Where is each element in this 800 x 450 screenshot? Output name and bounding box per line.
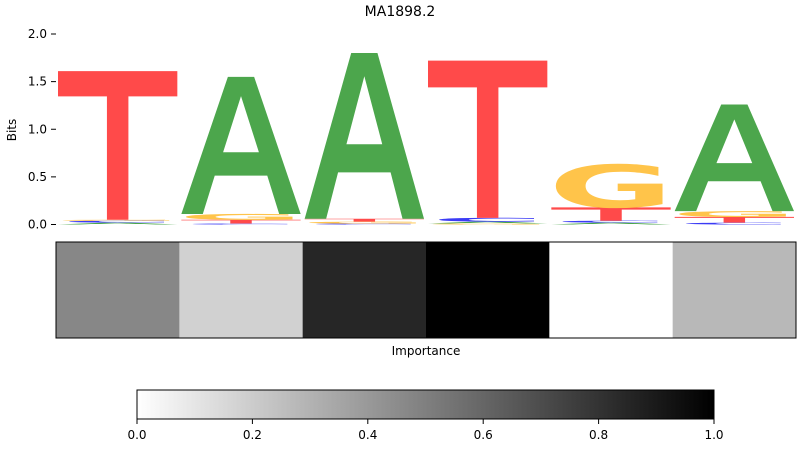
y-tick-label: 1.0	[28, 122, 47, 136]
logo-letter-g-pos6: G	[672, 210, 798, 219]
logo-letter-t-pos5	[551, 207, 671, 221]
colorbar-gradient	[136, 389, 715, 420]
logo-letter-a-pos2	[181, 76, 301, 215]
importance-cell-6	[672, 242, 797, 338]
importance-cell-1	[56, 242, 180, 338]
colorbar-tick-label: 0.8	[589, 428, 608, 442]
logo-letter-t-pos3	[304, 218, 424, 222]
logo-letter-c-pos2: C	[185, 223, 297, 225]
colorbar-ticks: 0.0 0.2 0.4 0.6 0.8 1.0	[127, 419, 724, 442]
colorbar: 0.0 0.2 0.4 0.6 0.8 1.0	[127, 389, 724, 442]
logo-letter-g-pos4: G	[425, 223, 551, 225]
colorbar-tick-label: 0.4	[358, 428, 377, 442]
heatmap-frame	[55, 241, 797, 339]
logo-letter-g-pos5: G	[548, 153, 674, 221]
y-tick-label: 0.0	[28, 218, 47, 232]
y-tick-label: 0.5	[28, 170, 47, 184]
logo-letter-t-pos4	[428, 60, 548, 218]
importance-cell-5	[549, 242, 674, 338]
logo-letter-a-pos6	[674, 104, 794, 212]
y-axis-ticks: 0.0 0.5 1.0 1.5 2.0	[28, 27, 56, 232]
logo-letter-c-pos1: C	[62, 220, 174, 223]
heatmap-x-label: Importance	[392, 344, 461, 358]
importance-cell-4	[426, 242, 550, 338]
colorbar-tick-label: 1.0	[704, 428, 723, 442]
logo-letter-t-pos1	[58, 71, 178, 220]
logo-letter-a-pos1	[58, 222, 178, 225]
logo-letter-a-pos5	[551, 222, 671, 225]
importance-cell-3	[302, 242, 427, 338]
chart-title: MA1898.2	[365, 4, 436, 20]
logo-letter-t-pos6	[674, 216, 794, 223]
logo-letter-c-pos4: C	[432, 217, 544, 223]
colorbar-tick-label: 0.0	[127, 428, 146, 442]
importance-cell-2	[179, 242, 304, 338]
logo-letter-t-pos2	[181, 219, 301, 224]
y-tick-label: 2.0	[28, 27, 47, 41]
colorbar-tick-label: 0.2	[243, 428, 262, 442]
importance-heatmap-panel: Importance	[55, 241, 797, 358]
y-tick-label: 1.5	[28, 75, 47, 89]
colorbar-tick-label: 0.6	[474, 428, 493, 442]
logo-letter-g-pos2: G	[178, 212, 304, 221]
importance-cells	[56, 242, 797, 338]
logo-letter-a-pos3	[304, 53, 424, 219]
logo-letter-c-pos5: C	[555, 220, 667, 223]
logo-letter-c-pos3: C	[308, 223, 420, 225]
logo-letter-a-pos4	[428, 221, 548, 224]
logo-letter-g-pos3: G	[302, 221, 428, 224]
logo-letter-g-pos1: G	[55, 219, 181, 221]
logo-letter-c-pos6: C	[678, 222, 790, 225]
y-axis-label: Bits	[5, 119, 19, 142]
